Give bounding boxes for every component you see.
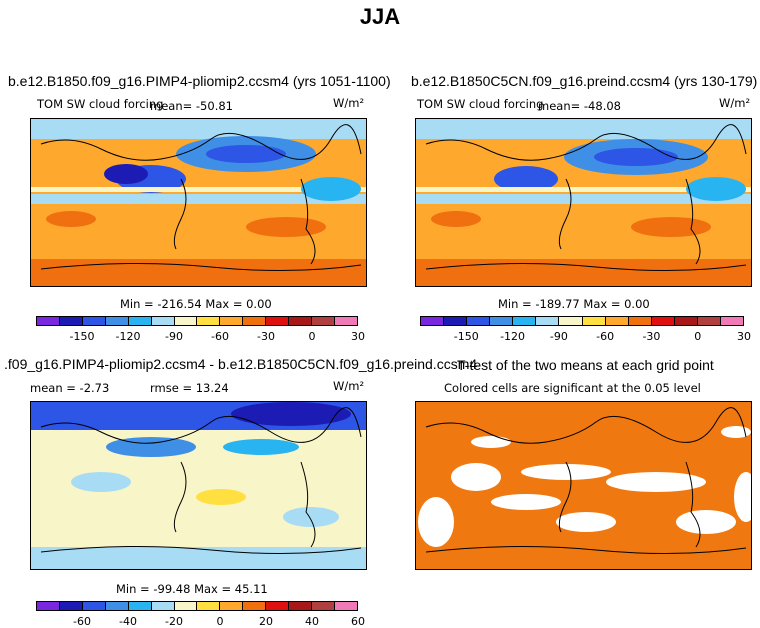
colorbar-swatch	[82, 317, 106, 325]
panel-2-colorbar	[420, 316, 744, 326]
panel-3-units: W/m²	[333, 379, 365, 393]
panel-3-minmax: Min = -99.48 Max = 45.11	[116, 582, 268, 596]
colorbar-swatch	[536, 317, 560, 325]
colorbar-swatch	[444, 317, 468, 325]
colorbar-swatch	[59, 317, 83, 325]
colorbar-tick-label: -30	[642, 330, 661, 343]
colorbar-swatch	[174, 602, 198, 610]
colorbar-swatch	[37, 602, 60, 610]
colorbar-tick-label: 0	[216, 615, 224, 628]
colorbar-tick-label: -30	[257, 330, 275, 343]
panel-2-map	[415, 118, 752, 287]
colorbar-swatch	[334, 602, 357, 610]
colorbar-swatch	[174, 317, 198, 325]
colorbar-swatch	[105, 317, 129, 325]
colorbar-tick-label: -90	[165, 330, 183, 343]
colorbar-swatch	[59, 602, 83, 610]
colorbar-tick-label: -120	[115, 330, 141, 343]
colorbar-swatch	[334, 317, 357, 325]
colorbar-tick-label: 30	[351, 330, 365, 343]
colorbar-tick-label: 40	[305, 615, 319, 628]
colorbar-tick-label: -150	[453, 330, 479, 343]
figure-title: JJA	[359, 4, 401, 29]
panel-1-mean: mean= -50.81	[150, 99, 233, 113]
colorbar-swatch	[266, 602, 290, 610]
panel-3-map	[30, 401, 367, 570]
panel-2-variable: TOM SW cloud forcing	[417, 97, 544, 111]
colorbar-swatch	[490, 317, 514, 325]
colorbar-tick-label: 60	[351, 615, 365, 628]
colorbar-swatch	[697, 317, 722, 325]
panel-1-minmax: Min = -216.54 Max = 0.00	[120, 297, 272, 311]
colorbar-swatch	[82, 602, 106, 610]
colorbar-swatch	[243, 317, 267, 325]
colorbar-swatch	[721, 317, 744, 325]
colorbar-swatch	[128, 317, 152, 325]
panel-1-title: b.e12.B1850.f09_g16.PIMP4-pliomip2.ccsm4…	[8, 73, 391, 89]
colorbar-tick-label: 20	[259, 615, 273, 628]
colorbar-tick-label: -40	[119, 615, 137, 628]
panel-2-mean: mean= -48.08	[538, 99, 621, 113]
panel-2-units: W/m²	[719, 96, 751, 110]
colorbar-swatch	[467, 317, 491, 325]
panel-2-minmax: Min = -189.77 Max = 0.00	[498, 297, 650, 311]
colorbar-swatch	[582, 317, 606, 325]
colorbar-tick-label: 30	[737, 330, 751, 343]
colorbar-tick-label: -150	[69, 330, 95, 343]
colorbar-swatch	[605, 317, 629, 325]
panel-4-subtitle: Colored cells are significant at the 0.0…	[444, 381, 701, 395]
colorbar-tick-label: 0	[308, 330, 316, 343]
colorbar-tick-label: -20	[165, 615, 183, 628]
colorbar-swatch	[243, 602, 267, 610]
panel-3-mean: mean = -2.73	[30, 381, 110, 395]
colorbar-swatch	[289, 602, 313, 610]
panel-3-title: .f09_g16.PIMP4-pliomip2.ccsm4 - b.e12.B1…	[4, 356, 478, 372]
colorbar-tick-label: -60	[596, 330, 615, 343]
colorbar-swatch	[151, 317, 175, 325]
panel-3-rmse: rmse = 13.24	[150, 381, 229, 395]
colorbar-swatch	[151, 602, 175, 610]
panel-1-map	[30, 118, 367, 287]
colorbar-tick-label: -60	[73, 615, 91, 628]
colorbar-tick-label: -90	[549, 330, 568, 343]
colorbar-tick-label: -60	[211, 330, 229, 343]
colorbar-swatch	[312, 602, 335, 610]
panel-1-units: W/m²	[333, 96, 365, 110]
colorbar-swatch	[266, 317, 290, 325]
colorbar-swatch	[220, 317, 244, 325]
colorbar-tick-label: 0	[694, 330, 702, 343]
colorbar-swatch	[559, 317, 583, 325]
colorbar-swatch	[628, 317, 652, 325]
colorbar-swatch	[651, 317, 675, 325]
panel-4-title: T-test of the two means at each grid poi…	[457, 357, 714, 373]
colorbar-swatch	[674, 317, 698, 325]
panel-4-map	[415, 401, 752, 570]
colorbar-swatch	[197, 602, 221, 610]
panel-3-colorbar	[36, 601, 358, 611]
colorbar-swatch	[197, 317, 221, 325]
colorbar-swatch	[312, 317, 335, 325]
colorbar-swatch	[105, 602, 129, 610]
colorbar-swatch	[421, 317, 445, 325]
panel-1-variable: TOM SW cloud forcing	[37, 97, 164, 111]
colorbar-swatch	[220, 602, 244, 610]
colorbar-swatch	[128, 602, 152, 610]
panel-2-title: b.e12.B1850C5CN.f09_g16.preind.ccsm4 (yr…	[411, 73, 758, 89]
colorbar-tick-label: -120	[500, 330, 526, 343]
panel-1-colorbar	[36, 316, 358, 326]
colorbar-swatch	[289, 317, 313, 325]
colorbar-swatch	[513, 317, 537, 325]
colorbar-swatch	[37, 317, 60, 325]
